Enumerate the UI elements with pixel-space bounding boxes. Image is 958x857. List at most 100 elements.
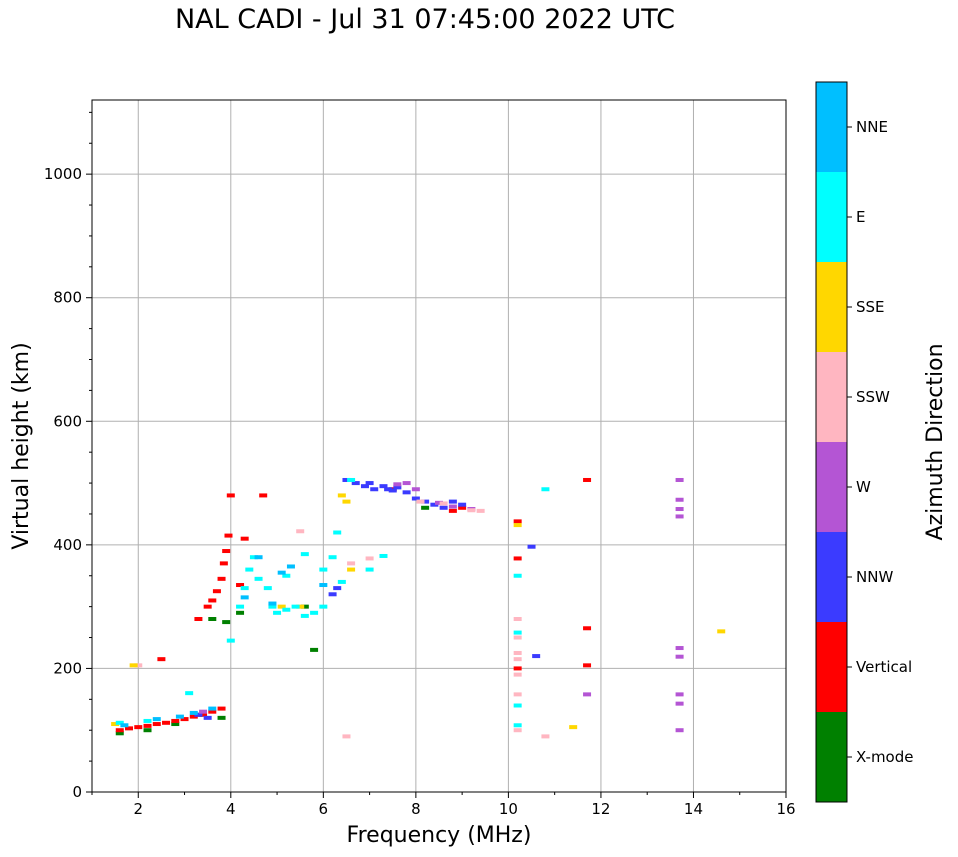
marker-w <box>199 709 208 714</box>
marker-x-mode <box>300 604 309 609</box>
y-axis-label: Virtual height (km) <box>9 342 34 549</box>
marker-vertical <box>224 533 233 538</box>
marker-w <box>393 482 402 487</box>
marker-nnw <box>532 654 541 659</box>
marker-e <box>379 553 388 558</box>
marker-w <box>448 504 457 509</box>
colorbar-frame <box>815 81 848 803</box>
marker-ssw <box>513 657 522 662</box>
marker-e <box>337 579 346 584</box>
marker-w <box>583 692 592 697</box>
marker-vertical <box>189 714 198 719</box>
marker-nnw <box>430 502 439 507</box>
marker-w <box>675 701 684 706</box>
marker-w <box>675 497 684 502</box>
y-tick-label: 200 <box>53 659 82 677</box>
marker-sse <box>111 722 120 727</box>
marker-e <box>282 573 291 578</box>
marker-sse <box>347 567 356 572</box>
marker-e <box>236 604 245 609</box>
marker-ssw <box>439 501 448 506</box>
colorbar-tick-label: W <box>856 478 871 496</box>
marker-x-mode <box>171 722 180 727</box>
colorbar-tick-label: X-mode <box>856 748 913 766</box>
marker-vertical <box>217 576 226 581</box>
marker-vertical <box>152 722 161 727</box>
marker-vertical <box>222 549 231 554</box>
marker-e <box>333 530 342 535</box>
marker-ssw <box>513 650 522 655</box>
marker-ssw <box>416 499 425 504</box>
marker-nne <box>189 710 198 715</box>
marker-nnw <box>439 505 448 510</box>
colorbar-tick-label: NNE <box>856 118 888 136</box>
marker-vertical <box>171 718 180 723</box>
marker-vertical <box>219 561 228 566</box>
marker-e <box>268 604 277 609</box>
marker-e <box>282 607 291 612</box>
marker-nnw <box>365 481 374 486</box>
marker-e <box>226 638 235 643</box>
marker-nnw <box>342 477 351 482</box>
marker-w <box>435 500 443 505</box>
marker-vertical <box>203 604 212 609</box>
marker-e <box>365 567 374 572</box>
colorbar-swatch-x-mode <box>816 712 847 802</box>
x-axis-label: Frequency (MHz) <box>347 823 532 848</box>
marker-ssw <box>467 508 476 513</box>
marker-ssw <box>513 617 522 621</box>
marker-e <box>273 610 282 615</box>
marker-w <box>675 728 684 733</box>
colorbar-swatch-vertical <box>816 622 847 712</box>
marker-w <box>675 514 684 519</box>
marker-e <box>249 555 258 560</box>
colorbar-swatch-w <box>816 442 847 532</box>
marker-nne <box>286 564 295 569</box>
marker-e <box>115 720 124 725</box>
marker-vertical <box>180 717 189 722</box>
marker-nne <box>319 583 328 588</box>
marker-w <box>675 646 684 651</box>
marker-x-mode <box>310 647 319 652</box>
marker-nnw <box>411 496 420 501</box>
marker-w <box>675 654 684 659</box>
marker-ssw <box>513 692 522 697</box>
y-tick-label: 1000 <box>44 165 82 183</box>
marker-sse <box>342 499 351 504</box>
marker-x-mode <box>236 610 245 615</box>
x-tick-label: 10 <box>499 800 518 818</box>
y-axis-ticks: 0 200 400 600 800 1000 <box>44 111 92 801</box>
marker-nnw <box>393 485 402 490</box>
colorbar-swatch-nne <box>816 82 847 172</box>
marker-nnw <box>402 490 411 495</box>
colorbar-tick-label: SSW <box>856 388 890 406</box>
marker-ssw <box>513 672 522 677</box>
marker-vertical <box>115 728 124 733</box>
x-axis-ticks: 2 4 6 8 10 12 14 16 <box>91 792 796 818</box>
marker-vertical <box>157 657 166 662</box>
marker-vertical <box>583 626 592 631</box>
marker-vertical <box>448 508 457 513</box>
marker-nne <box>277 570 286 575</box>
marker-nne <box>254 555 263 560</box>
marker-nnw <box>388 488 397 493</box>
marker-nnw <box>328 592 337 597</box>
marker-vertical <box>212 589 221 594</box>
marker-e <box>513 723 522 728</box>
marker-nnw <box>333 586 342 591</box>
marker-nnw <box>458 502 467 507</box>
marker-vertical <box>513 519 522 524</box>
marker-x-mode <box>421 505 430 510</box>
marker-x-mode <box>143 728 152 733</box>
marker-vertical <box>208 709 217 714</box>
marker-e <box>240 586 249 591</box>
marker-nnw <box>379 484 388 489</box>
marker-vertical <box>143 723 152 728</box>
x-tick-label: 6 <box>319 800 329 818</box>
marker-nne <box>175 714 184 719</box>
marker-ssw <box>476 508 485 513</box>
x-tick-label: 2 <box>133 800 143 818</box>
marker-vertical <box>513 666 522 671</box>
chart-title: NAL CADI - Jul 31 07:45:00 2022 UTC <box>174 4 676 35</box>
x-tick-label: 12 <box>591 800 610 818</box>
